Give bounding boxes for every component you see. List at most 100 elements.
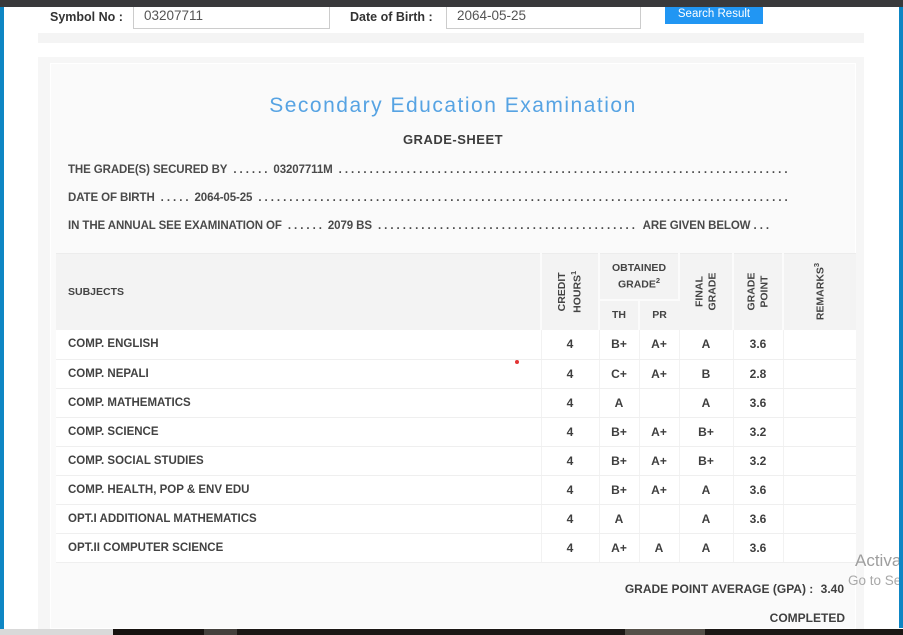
windows-activation-watermark: Activa Go to Se: [848, 550, 901, 590]
page-title: Secondary Education Examination: [269, 94, 637, 117]
final-word-1: FINAL: [693, 276, 706, 308]
pr-grade-cell: A+: [639, 475, 680, 505]
subject-cell: OPT.I ADDITIONAL MATHEMATICS: [56, 504, 542, 534]
final-grade-cell: B: [679, 359, 734, 389]
dot-filler: . . . . . . . . . . . . . . . . . . . . …: [377, 220, 637, 232]
credit-cell: 4: [541, 388, 600, 418]
secured-by-line: THE GRADE(S) SECURED BY . . . . . . 0320…: [68, 156, 791, 184]
final-grade-cell: A: [679, 504, 734, 534]
credit-cell: 4: [541, 446, 600, 476]
table-row: COMP. SCIENCE 4 B+ A+ B+ 3.2: [56, 417, 856, 447]
table-row: COMP. SOCIAL STUDIES 4 B+ A+ B+ 3.2: [56, 446, 856, 476]
obtained-grade-header: OBTAINED GRADE2: [599, 252, 680, 301]
th-header: TH: [599, 299, 640, 330]
grade-point-cell: 3.6: [733, 533, 784, 563]
date-of-birth-label: Date of Birth :: [350, 10, 433, 24]
remarks-cell: [783, 446, 856, 476]
screenshot-border-right: [899, 7, 903, 628]
subjects-header: SUBJECTS: [56, 253, 542, 330]
remarks-cell: [783, 475, 856, 505]
examination-year-value: 2079 BS: [327, 220, 372, 232]
grade-point-cell: 3.6: [733, 388, 784, 418]
taskbar-segment: [705, 629, 903, 635]
subject-cell: COMP. SCIENCE: [56, 417, 542, 447]
grade-sheet-card: Secondary Education Examination GRADE-SH…: [50, 63, 856, 629]
credit-cell: 4: [541, 417, 600, 447]
grade-point-cell: 3.6: [733, 475, 784, 505]
table-row: OPT.II COMPUTER SCIENCE 4 A+ A A 3.6: [56, 533, 856, 563]
watermark-line-1: Activa: [855, 551, 902, 570]
th-grade-cell: B+: [599, 330, 640, 360]
credit-cell: 4: [541, 504, 600, 534]
final-grade-cell: A: [679, 330, 734, 360]
grade-point-cell: 2.8: [733, 359, 784, 389]
th-grade-cell: A: [599, 388, 640, 418]
result-panel: Secondary Education Examination GRADE-SH…: [38, 57, 864, 629]
window-top-strip: [0, 0, 903, 7]
subject-cell: COMP. SOCIAL STUDIES: [56, 446, 542, 476]
watermark-line-2: Go to Se: [848, 573, 902, 588]
pr-grade-cell: [639, 388, 680, 418]
grade-point-cell: 3.6: [733, 504, 784, 534]
subject-cell: COMP. MATHEMATICS: [56, 388, 542, 418]
taskbar-segment: [625, 629, 705, 635]
credit-cell: 4: [541, 533, 600, 563]
grade-sheet-subtitle: GRADE-SHEET: [402, 132, 504, 147]
subject-cell: COMP. HEALTH, POP & ENV EDU: [56, 475, 542, 505]
remarks-cell: [783, 388, 856, 418]
remarks-cell: [783, 504, 856, 534]
pr-grade-cell: [639, 504, 680, 534]
credit-word-1: CREDIT: [556, 272, 569, 312]
credit-cell: 4: [541, 475, 600, 505]
remarks-cell: [783, 533, 856, 563]
symbol-no-label: Symbol No :: [50, 10, 123, 24]
examination-label: IN THE ANNUAL SEE EXAMINATION OF: [68, 220, 282, 232]
taskbar-segment: [237, 629, 625, 635]
credit-hours-header: CREDIT HOURS1: [541, 253, 600, 330]
pr-grade-cell: A+: [639, 330, 680, 360]
obtained-word-1: OBTAINED: [611, 262, 667, 275]
obtained-word-2: GRADE2: [617, 275, 661, 291]
pr-grade-cell: A+: [639, 359, 680, 389]
point-word-2: POINT: [757, 275, 770, 309]
dots: . . . . . .: [233, 164, 268, 176]
dob-line-value: 2064-05-25: [194, 192, 253, 204]
subject-cell: COMP. NEPALI: [56, 359, 542, 389]
remarks-word: REMARKS3: [812, 263, 827, 321]
examination-line: IN THE ANNUAL SEE EXAMINATION OF . . . .…: [68, 212, 791, 240]
status-completed: COMPLETED: [769, 611, 845, 625]
statement-lines: THE GRADE(S) SECURED BY . . . . . . 0320…: [68, 156, 791, 240]
gpa-label: GRADE POINT AVERAGE (GPA) :: [624, 582, 814, 596]
dots: . . . . . .: [287, 220, 322, 232]
dob-line: DATE OF BIRTH . . . . . 2064-05-25 . . .…: [68, 184, 791, 212]
dob-line-label: DATE OF BIRTH: [68, 192, 155, 204]
table-row: OPT.I ADDITIONAL MATHEMATICS 4 A A 3.6: [56, 504, 856, 534]
table-row: COMP. NEPALI 4 C+ A+ B 2.8: [56, 359, 856, 389]
remarks-cell: [783, 330, 856, 360]
grades-table: SUBJECTS CREDIT HOURS1 OBTAINED GRADE2 F: [56, 252, 856, 563]
grade-point-cell: 3.2: [733, 446, 784, 476]
final-grade-cell: A: [679, 533, 734, 563]
final-grade-cell: A: [679, 388, 734, 418]
taskbar-fragment: [0, 629, 903, 635]
screenshot-border-left: [0, 7, 4, 629]
credit-word-2: HOURS1: [568, 270, 584, 314]
table-row: COMP. MATHEMATICS 4 A A 3.6: [56, 388, 856, 418]
subject-cell: COMP. ENGLISH: [56, 330, 542, 360]
pr-grade-cell: A: [639, 533, 680, 563]
taskbar-segment: [113, 629, 204, 635]
table-row: COMP. ENGLISH 4 B+ A+ A 3.6: [56, 330, 856, 360]
final-grade-cell: B+: [679, 417, 734, 447]
grade-point-cell: 3.6: [733, 330, 784, 360]
th-grade-cell: B+: [599, 475, 640, 505]
pr-header: PR: [639, 299, 679, 330]
symbol-no-value: 03207711M: [273, 164, 333, 176]
remarks-header: REMARKS3: [783, 253, 856, 330]
table-row: COMP. HEALTH, POP & ENV EDU 4 B+ A+ A 3.…: [56, 475, 856, 505]
dots: . . . . .: [160, 192, 189, 204]
remarks-cell: [783, 417, 856, 447]
th-grade-cell: C+: [599, 359, 640, 389]
dot-filler: . . . . . . . . . . . . . . . . . . . . …: [338, 164, 791, 176]
credit-cell: 4: [541, 359, 600, 389]
grade-point-cell: 3.2: [733, 417, 784, 447]
